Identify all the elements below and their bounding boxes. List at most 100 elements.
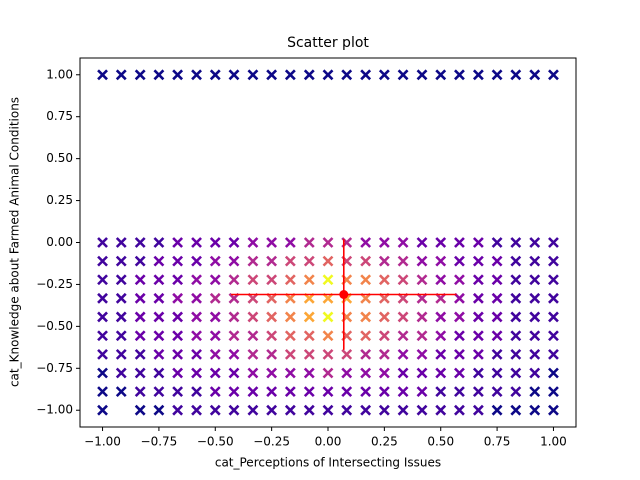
point	[472, 311, 484, 323]
point	[153, 386, 165, 398]
point	[360, 255, 372, 267]
point	[153, 237, 165, 248]
point	[416, 348, 428, 360]
point	[510, 292, 522, 304]
point	[529, 237, 541, 248]
point	[529, 348, 541, 360]
point	[266, 274, 278, 286]
point	[209, 348, 221, 360]
point	[472, 404, 484, 416]
point	[209, 404, 221, 416]
point	[454, 404, 465, 416]
point	[191, 330, 202, 342]
point	[510, 348, 522, 360]
point	[228, 255, 240, 267]
point	[491, 255, 503, 267]
point	[303, 348, 315, 360]
point	[435, 348, 447, 360]
point	[153, 274, 165, 286]
point	[548, 367, 559, 379]
point	[416, 367, 428, 379]
point	[454, 330, 465, 342]
point	[360, 330, 372, 342]
point	[454, 292, 465, 304]
point	[435, 404, 447, 416]
x-tick-label: 0.75	[484, 435, 511, 449]
point	[153, 348, 165, 360]
point	[97, 367, 108, 379]
point	[360, 386, 372, 398]
point	[416, 386, 428, 398]
point	[397, 311, 409, 323]
x-tick-label: 0.00	[315, 435, 342, 449]
point	[491, 330, 503, 342]
point	[416, 274, 428, 286]
point	[284, 404, 296, 416]
point	[378, 348, 390, 360]
x-tick-label: 1.00	[540, 435, 567, 449]
point	[416, 255, 428, 267]
point	[172, 404, 184, 416]
point	[491, 404, 503, 416]
point	[115, 274, 127, 286]
point	[247, 348, 259, 360]
point	[529, 311, 541, 323]
y-tick-label: 0.75	[46, 109, 73, 123]
point	[454, 367, 465, 379]
point	[153, 255, 165, 267]
point	[416, 330, 428, 342]
point	[360, 404, 372, 416]
point	[322, 274, 334, 286]
point	[397, 348, 409, 360]
point	[172, 292, 184, 304]
point	[341, 386, 353, 398]
point	[247, 386, 259, 398]
point	[284, 69, 296, 81]
point	[472, 255, 484, 267]
point	[491, 386, 503, 398]
point	[360, 292, 372, 304]
point	[397, 274, 409, 286]
point	[510, 330, 522, 342]
point	[341, 69, 353, 81]
point	[472, 330, 484, 342]
point	[360, 237, 372, 248]
point	[303, 386, 315, 398]
point	[284, 330, 296, 342]
point	[303, 255, 315, 267]
point	[266, 69, 278, 81]
point	[134, 330, 146, 342]
x-tick-label: −0.75	[141, 435, 178, 449]
point	[228, 69, 240, 81]
point	[97, 311, 108, 323]
point	[209, 330, 221, 342]
point	[247, 404, 259, 416]
point	[115, 367, 127, 379]
point	[247, 311, 259, 323]
point	[191, 348, 202, 360]
point	[378, 274, 390, 286]
point	[209, 367, 221, 379]
point	[115, 386, 127, 398]
point	[435, 367, 447, 379]
point	[472, 386, 484, 398]
point	[360, 274, 372, 286]
point	[435, 274, 447, 286]
x-tick-label: −0.25	[253, 435, 290, 449]
point	[97, 69, 108, 81]
point	[153, 404, 165, 416]
point	[228, 348, 240, 360]
point	[134, 69, 146, 81]
point	[378, 292, 390, 304]
point	[397, 69, 409, 81]
point	[134, 311, 146, 323]
point	[284, 274, 296, 286]
point	[191, 311, 202, 323]
y-tick-label: 1.00	[46, 67, 73, 81]
point	[322, 237, 334, 248]
point	[284, 292, 296, 304]
point	[191, 237, 202, 248]
y-tick-label: 0.25	[46, 193, 73, 207]
point	[454, 255, 465, 267]
point	[115, 255, 127, 267]
